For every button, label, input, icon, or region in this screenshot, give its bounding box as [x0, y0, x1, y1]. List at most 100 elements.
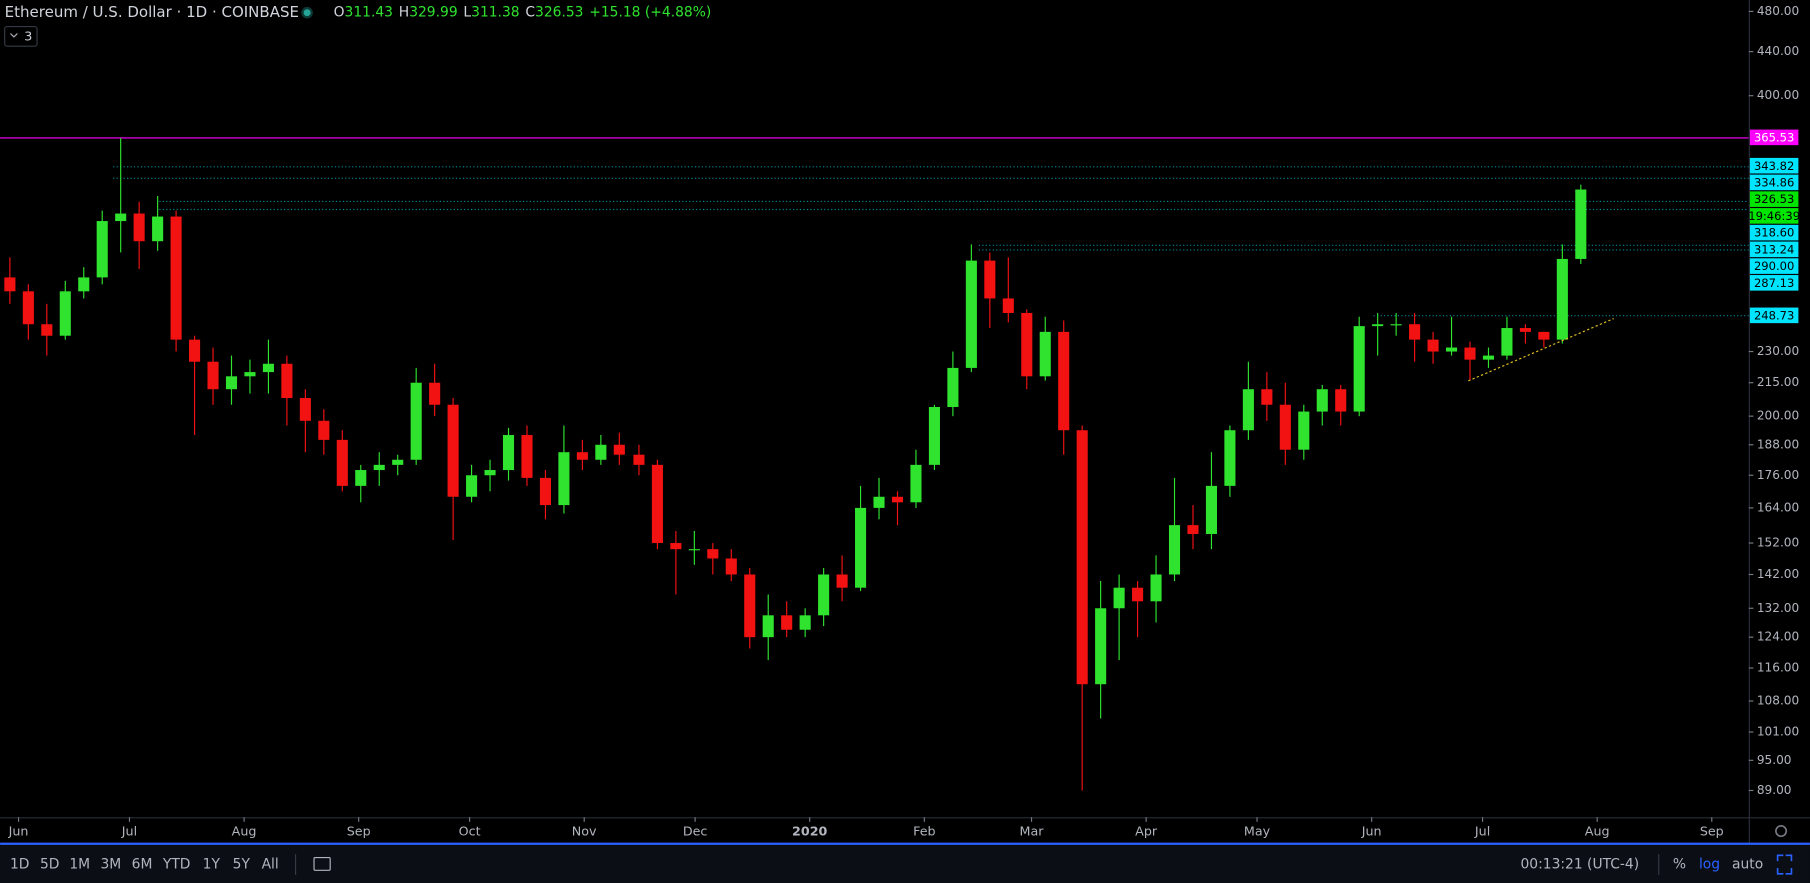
level-label-box [1749, 307, 1799, 324]
y-tick-label: 124.00 [1757, 630, 1799, 644]
candle-body [1390, 324, 1402, 326]
range-button[interactable]: YTD [162, 857, 191, 873]
candle-body [744, 574, 756, 638]
candle-body [1058, 331, 1070, 431]
ohlc-key: O [334, 5, 345, 21]
y-tick-label: 440.00 [1757, 44, 1799, 58]
range-button[interactable]: 1D [10, 857, 29, 873]
ohlc-key: L [463, 5, 471, 21]
chevron-icon [10, 33, 18, 38]
candle-body [429, 382, 441, 405]
candle-body [651, 464, 663, 544]
candle-body [707, 549, 719, 559]
range-button[interactable]: 3M [100, 857, 121, 873]
candle-body [1445, 347, 1458, 352]
range-button[interactable]: All [262, 857, 279, 873]
candle-body [1556, 258, 1568, 340]
ohlc-value: 311.38 [471, 5, 519, 21]
range-button[interactable]: 5Y [233, 857, 251, 873]
candle-body [502, 435, 515, 471]
ohlc-value: 329.99 [409, 5, 457, 21]
candle-body [170, 216, 182, 340]
level-label-box [1749, 258, 1799, 274]
status-dot [301, 6, 313, 19]
candle-body [873, 496, 885, 508]
ohlc-key: C [525, 5, 535, 21]
candle-body [410, 382, 422, 460]
x-tick-label: Oct [459, 824, 481, 839]
y-tick-label: 132.00 [1757, 601, 1799, 615]
date-range-icon[interactable] [313, 857, 331, 871]
candle-body [595, 444, 607, 460]
x-tick-label: Nov [572, 824, 597, 839]
candle-body [965, 260, 977, 368]
candle-body [41, 324, 53, 336]
candle-body [78, 277, 90, 292]
candle-body [4, 277, 16, 292]
y-tick-label: 480.00 [1757, 4, 1799, 18]
candle-body [1205, 485, 1217, 534]
candle-body [447, 404, 459, 497]
candle-body [688, 549, 700, 551]
y-tick-label: 89.00 [1757, 783, 1792, 797]
settings-icon[interactable] [1775, 825, 1788, 838]
x-tick-label: Aug [232, 824, 257, 839]
ohlc-value: 311.43 [345, 5, 393, 21]
candle-body [1482, 355, 1495, 360]
y-tick-label: 188.00 [1757, 437, 1799, 451]
candle-body [96, 221, 108, 278]
y-tick-label: 164.00 [1757, 500, 1799, 514]
indicator-toggle[interactable] [4, 25, 38, 47]
candle-body [1224, 430, 1236, 486]
x-tick-label: Jun [1361, 824, 1382, 839]
x-tick-label: 2020 [792, 824, 827, 839]
range-button[interactable]: 1Y [203, 857, 221, 873]
candle-body [1113, 587, 1125, 609]
y-tick-label: 108.00 [1757, 694, 1799, 708]
candle-body [855, 507, 867, 588]
candle-body [262, 363, 274, 373]
candle-body [336, 439, 348, 486]
candle-body [1335, 389, 1347, 412]
level-label: 287.13 [1754, 276, 1794, 290]
percent-toggle[interactable]: % [1673, 857, 1686, 873]
candle-body [244, 372, 256, 377]
candle-body [1076, 430, 1088, 685]
x-tick-label: Sep [347, 824, 371, 839]
countdown-label-box [1749, 208, 1799, 224]
range-button[interactable]: 1M [69, 857, 90, 873]
candle-body [1132, 587, 1144, 602]
candle-body [670, 543, 682, 550]
auto-toggle[interactable]: auto [1732, 857, 1763, 873]
candle-body [115, 213, 127, 222]
fullscreen-icon[interactable] [1776, 854, 1793, 875]
candle-body [1519, 328, 1531, 332]
candle-body [539, 477, 551, 506]
candle-body [299, 398, 311, 421]
candle-body [1501, 328, 1513, 356]
candle-body [928, 406, 940, 465]
candle-body [1538, 331, 1550, 340]
level-label-box [1749, 224, 1799, 241]
level-label: 343.82 [1754, 159, 1794, 173]
y-tick-label: 142.00 [1757, 567, 1799, 581]
range-button[interactable]: 5D [40, 857, 59, 873]
level-label: 365.53 [1754, 130, 1794, 144]
candle-body [521, 435, 533, 478]
ohlc-change: +15.18 (+4.88%) [589, 5, 711, 21]
candle-body [836, 574, 848, 588]
candle-body [355, 470, 367, 486]
candle-body [984, 260, 996, 299]
plot [0, 137, 1749, 791]
level-label-box [1749, 129, 1799, 146]
y-tick-label: 176.00 [1757, 468, 1799, 482]
candle-body [1150, 574, 1162, 602]
trend-line [1468, 318, 1614, 382]
log-toggle[interactable]: log [1699, 857, 1720, 873]
candle-body [1427, 339, 1439, 352]
level-label: 313.24 [1754, 242, 1794, 256]
candle-body [1021, 312, 1033, 377]
x-tick-label: Jun [8, 824, 29, 839]
range-button[interactable]: 6M [132, 857, 153, 873]
